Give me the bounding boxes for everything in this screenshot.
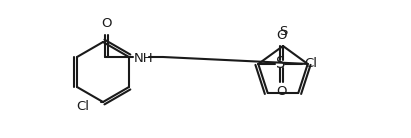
Text: S: S xyxy=(276,56,285,71)
Text: O: O xyxy=(101,17,111,30)
Text: O: O xyxy=(276,29,286,42)
Text: Cl: Cl xyxy=(304,57,317,71)
Text: Cl: Cl xyxy=(76,99,89,112)
Text: O: O xyxy=(276,85,286,98)
Text: S: S xyxy=(279,25,287,38)
Text: NH: NH xyxy=(134,51,154,64)
